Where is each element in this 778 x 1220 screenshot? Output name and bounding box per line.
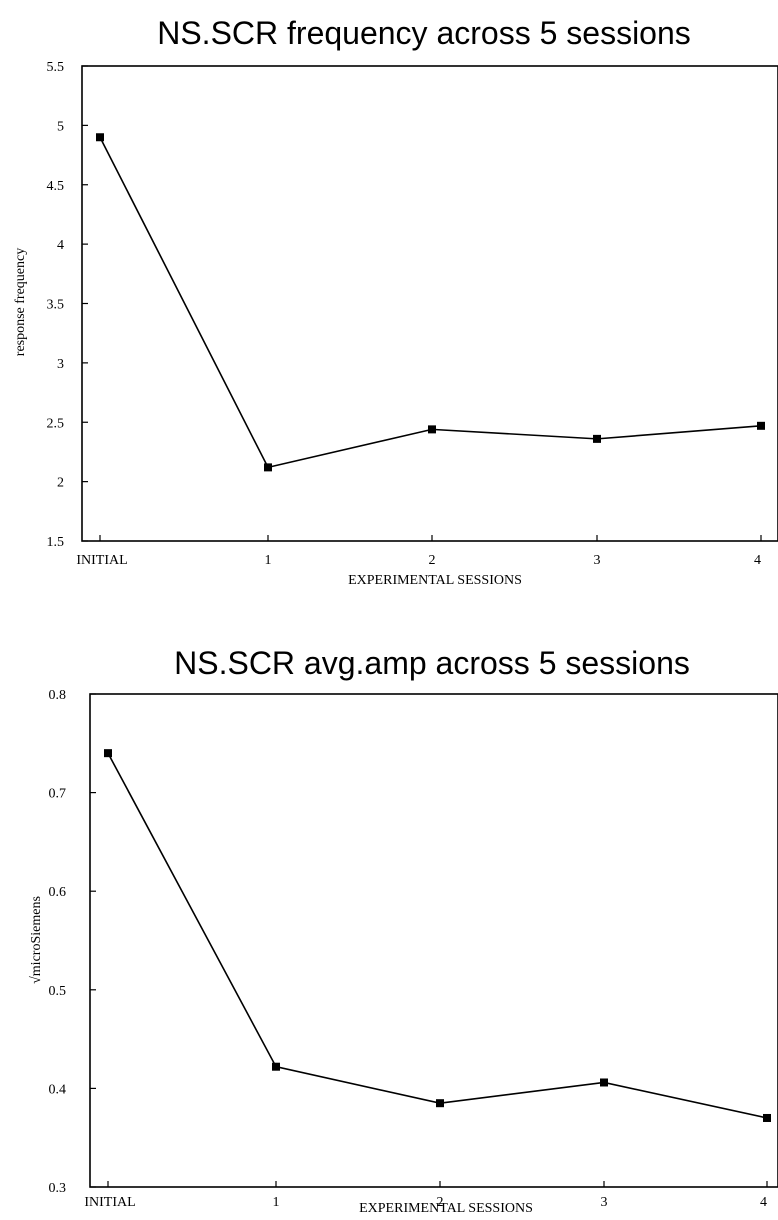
series-line bbox=[99, 136, 762, 469]
x-axis-label: EXPERIMENTAL SESSIONS bbox=[359, 1201, 533, 1216]
y-tick-label: 4 bbox=[57, 238, 64, 253]
x-tick-label: 4 bbox=[760, 1195, 767, 1210]
x-tick-label: 3 bbox=[594, 553, 601, 568]
y-tick-label: 0.4 bbox=[49, 1082, 67, 1097]
y-tick-label: 0.8 bbox=[49, 688, 67, 703]
x-tick-label: 4 bbox=[754, 553, 761, 568]
x-tick-label: INITIAL bbox=[84, 1195, 135, 1210]
y-axis-ticks: 0.3 0.4 0.5 0.6 0.7 0.8 bbox=[49, 688, 96, 1196]
y-tick-label: 2.5 bbox=[47, 416, 65, 431]
x-tick-label: 1 bbox=[273, 1195, 280, 1210]
y-tick-label: 0.3 bbox=[49, 1181, 67, 1196]
x-axis-ticks: INITIAL 1 2 3 4 bbox=[76, 535, 762, 568]
data-point bbox=[96, 133, 104, 142]
x-tick-label: INITIAL bbox=[76, 553, 127, 568]
data-markers bbox=[96, 133, 765, 472]
y-tick-label: 3 bbox=[57, 357, 64, 372]
y-tick-label: 4.5 bbox=[47, 179, 65, 194]
x-tick-label: 2 bbox=[429, 553, 436, 568]
y-tick-label: 2 bbox=[57, 476, 64, 491]
y-tick-label: 1.5 bbox=[47, 535, 65, 550]
y-tick-label: 0.7 bbox=[49, 787, 67, 802]
x-tick-label: 2 bbox=[437, 1195, 444, 1210]
frequency-chart: NS.SCR frequency across 5 sessions 1.5 2 2… bbox=[13, 15, 778, 588]
data-point bbox=[757, 421, 765, 430]
y-tick-label: 0.6 bbox=[49, 885, 67, 900]
plot-frame bbox=[81, 65, 778, 542]
y-tick-label: 3.5 bbox=[47, 298, 65, 313]
data-point bbox=[428, 425, 436, 434]
data-point bbox=[272, 1062, 280, 1071]
y-axis-label: response frequency bbox=[13, 248, 28, 356]
y-tick-label: 0.5 bbox=[49, 984, 67, 999]
y-axis-label: √microSiemens bbox=[29, 896, 44, 984]
data-point bbox=[763, 1113, 771, 1122]
y-axis-ticks: 1.5 2 2.5 3 3.5 4 4.5 5 5.5 bbox=[47, 60, 88, 550]
series-line bbox=[107, 752, 768, 1119]
x-tick-label: 3 bbox=[601, 1195, 608, 1210]
chart-title: NS.SCR avg.amp across 5 sessions bbox=[174, 645, 690, 681]
data-point bbox=[593, 434, 601, 443]
x-axis-ticks: INITIAL 1 2 3 4 bbox=[84, 1181, 768, 1210]
plot-frame bbox=[89, 693, 778, 1188]
data-point bbox=[436, 1099, 444, 1108]
y-tick-label: 5.5 bbox=[47, 60, 65, 75]
data-point bbox=[264, 463, 272, 472]
y-tick-label: 5 bbox=[57, 119, 64, 134]
data-markers bbox=[104, 749, 771, 1122]
x-tick-label: 1 bbox=[265, 553, 272, 568]
amplitude-chart: NS.SCR avg.amp across 5 sessions 0.30.40… bbox=[29, 645, 778, 1216]
data-point bbox=[600, 1078, 608, 1087]
data-point bbox=[104, 749, 112, 758]
chart-title: NS.SCR frequency across 5 sessions bbox=[157, 15, 691, 51]
x-axis-label: EXPERIMENTAL SESSIONS bbox=[348, 573, 522, 588]
